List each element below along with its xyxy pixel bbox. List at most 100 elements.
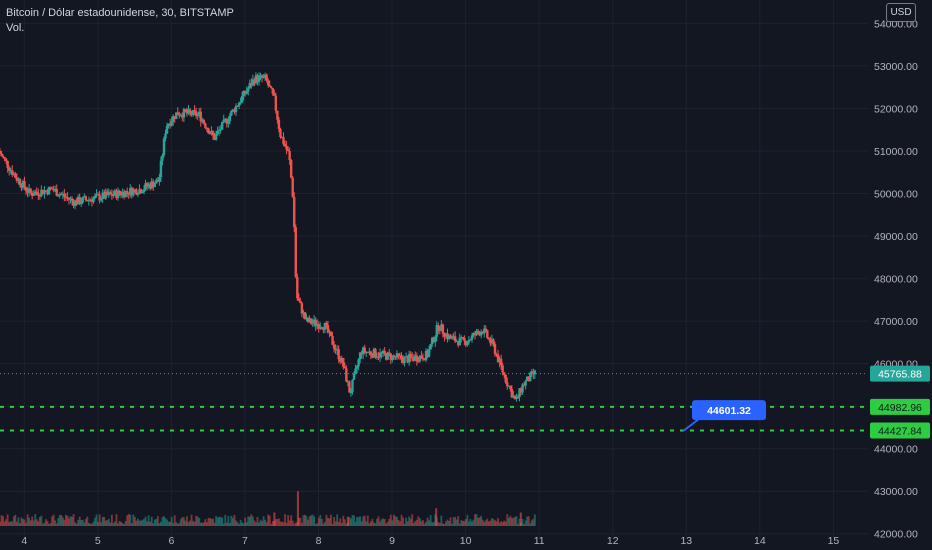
volume-bar: [274, 519, 277, 526]
volume-bar: [169, 521, 172, 526]
candle-body: [525, 376, 529, 381]
candle-body: [57, 195, 60, 197]
price-axis[interactable]: 54000.0053000.0052000.0051000.0050000.00…: [868, 0, 932, 550]
symbol-title[interactable]: Bitcoin / Dólar estadounidense, 30, BITS…: [6, 7, 234, 19]
candle: [104, 188, 107, 201]
volume-bar: [461, 520, 464, 526]
volume-bar: [66, 515, 69, 526]
volume-bar: [58, 514, 61, 526]
candle-body: [253, 79, 256, 84]
candle-body: [266, 80, 270, 86]
candle-body: [354, 368, 357, 374]
candle: [345, 365, 348, 383]
candle-body: [165, 125, 169, 134]
candle-body: [328, 331, 331, 333]
candle-body: [346, 381, 350, 383]
candle: [176, 107, 179, 115]
candle-body: [355, 366, 359, 369]
currency-button[interactable]: USD: [886, 3, 916, 22]
volume-spike: [519, 512, 522, 526]
volume-bar: [34, 514, 37, 526]
volume-bar: [198, 518, 201, 526]
candle-body: [69, 198, 72, 200]
candle: [40, 185, 43, 198]
candle-body: [285, 145, 288, 150]
candle-body: [155, 179, 158, 184]
candle: [168, 118, 172, 129]
candle: [432, 336, 435, 343]
volume-bar: [126, 515, 129, 526]
volume-bar: [336, 514, 339, 526]
candle-body: [449, 335, 452, 339]
candle: [342, 357, 345, 370]
volume-bar: [69, 516, 72, 526]
volume-bar: [153, 519, 156, 526]
candle: [113, 188, 117, 197]
volume-bar: [374, 523, 377, 526]
candle: [145, 181, 149, 191]
candle-body: [204, 123, 207, 128]
candle: [243, 90, 247, 97]
candle-body: [227, 121, 230, 124]
volume-bar: [45, 519, 47, 526]
candle-body: [297, 298, 301, 301]
candle-body: [112, 194, 115, 196]
candle: [116, 187, 120, 201]
candle: [106, 188, 109, 196]
volume-bar: [287, 515, 290, 526]
volume-bar: [362, 516, 365, 526]
volume-bar: [2, 516, 4, 526]
volume-bar: [458, 523, 461, 526]
volume-bar: [504, 521, 507, 526]
candle-body: [247, 88, 250, 92]
candle: [398, 352, 402, 361]
candle-body: [434, 336, 437, 343]
volume-bar: [446, 519, 449, 526]
candle-body: [424, 350, 428, 361]
volume-bar: [397, 519, 400, 526]
candle-body: [529, 372, 532, 382]
candle-body: [417, 361, 420, 363]
candle-body: [371, 354, 374, 358]
candle-body: [225, 119, 229, 124]
candle: [337, 345, 340, 363]
candle-body: [423, 359, 426, 361]
candle: [76, 194, 80, 205]
volume-bar: [311, 514, 314, 526]
candle-body: [136, 193, 140, 195]
time-axis[interactable]: 4 5 6 7 8 9 10 11 12 13 14 15: [21, 535, 839, 547]
candle: [271, 87, 274, 96]
candle: [334, 344, 337, 355]
candle: [473, 330, 477, 340]
volume-bar: [258, 522, 260, 526]
candle: [314, 317, 317, 331]
candle-body: [331, 335, 334, 345]
candle: [484, 325, 487, 333]
candle-body: [52, 189, 55, 191]
candle-body: [202, 119, 206, 124]
candle: [20, 183, 23, 192]
candle: [98, 190, 101, 204]
candlestick-series[interactable]: [0, 72, 537, 402]
price-tick-label: 49000.00: [874, 231, 918, 243]
level-price-tag-label: 44982.96: [878, 402, 922, 414]
volume-spike: [296, 491, 299, 526]
candle: [331, 332, 334, 346]
volume-indicator-label[interactable]: Vol.: [6, 22, 25, 34]
volume-bar: [429, 515, 432, 526]
candle-body: [403, 356, 406, 363]
candle-body: [480, 331, 483, 336]
candle: [369, 350, 373, 360]
volume-bar: [392, 514, 395, 526]
candle: [515, 393, 518, 402]
candle-body: [20, 185, 23, 188]
candle-body: [460, 337, 463, 339]
volume-bar: [319, 514, 322, 526]
volume-bar: [25, 522, 27, 526]
volume-bar: [135, 520, 138, 526]
volume-bar: [388, 518, 391, 526]
candle: [155, 178, 158, 184]
candle-body: [380, 352, 383, 354]
volume-bar: [114, 521, 116, 526]
